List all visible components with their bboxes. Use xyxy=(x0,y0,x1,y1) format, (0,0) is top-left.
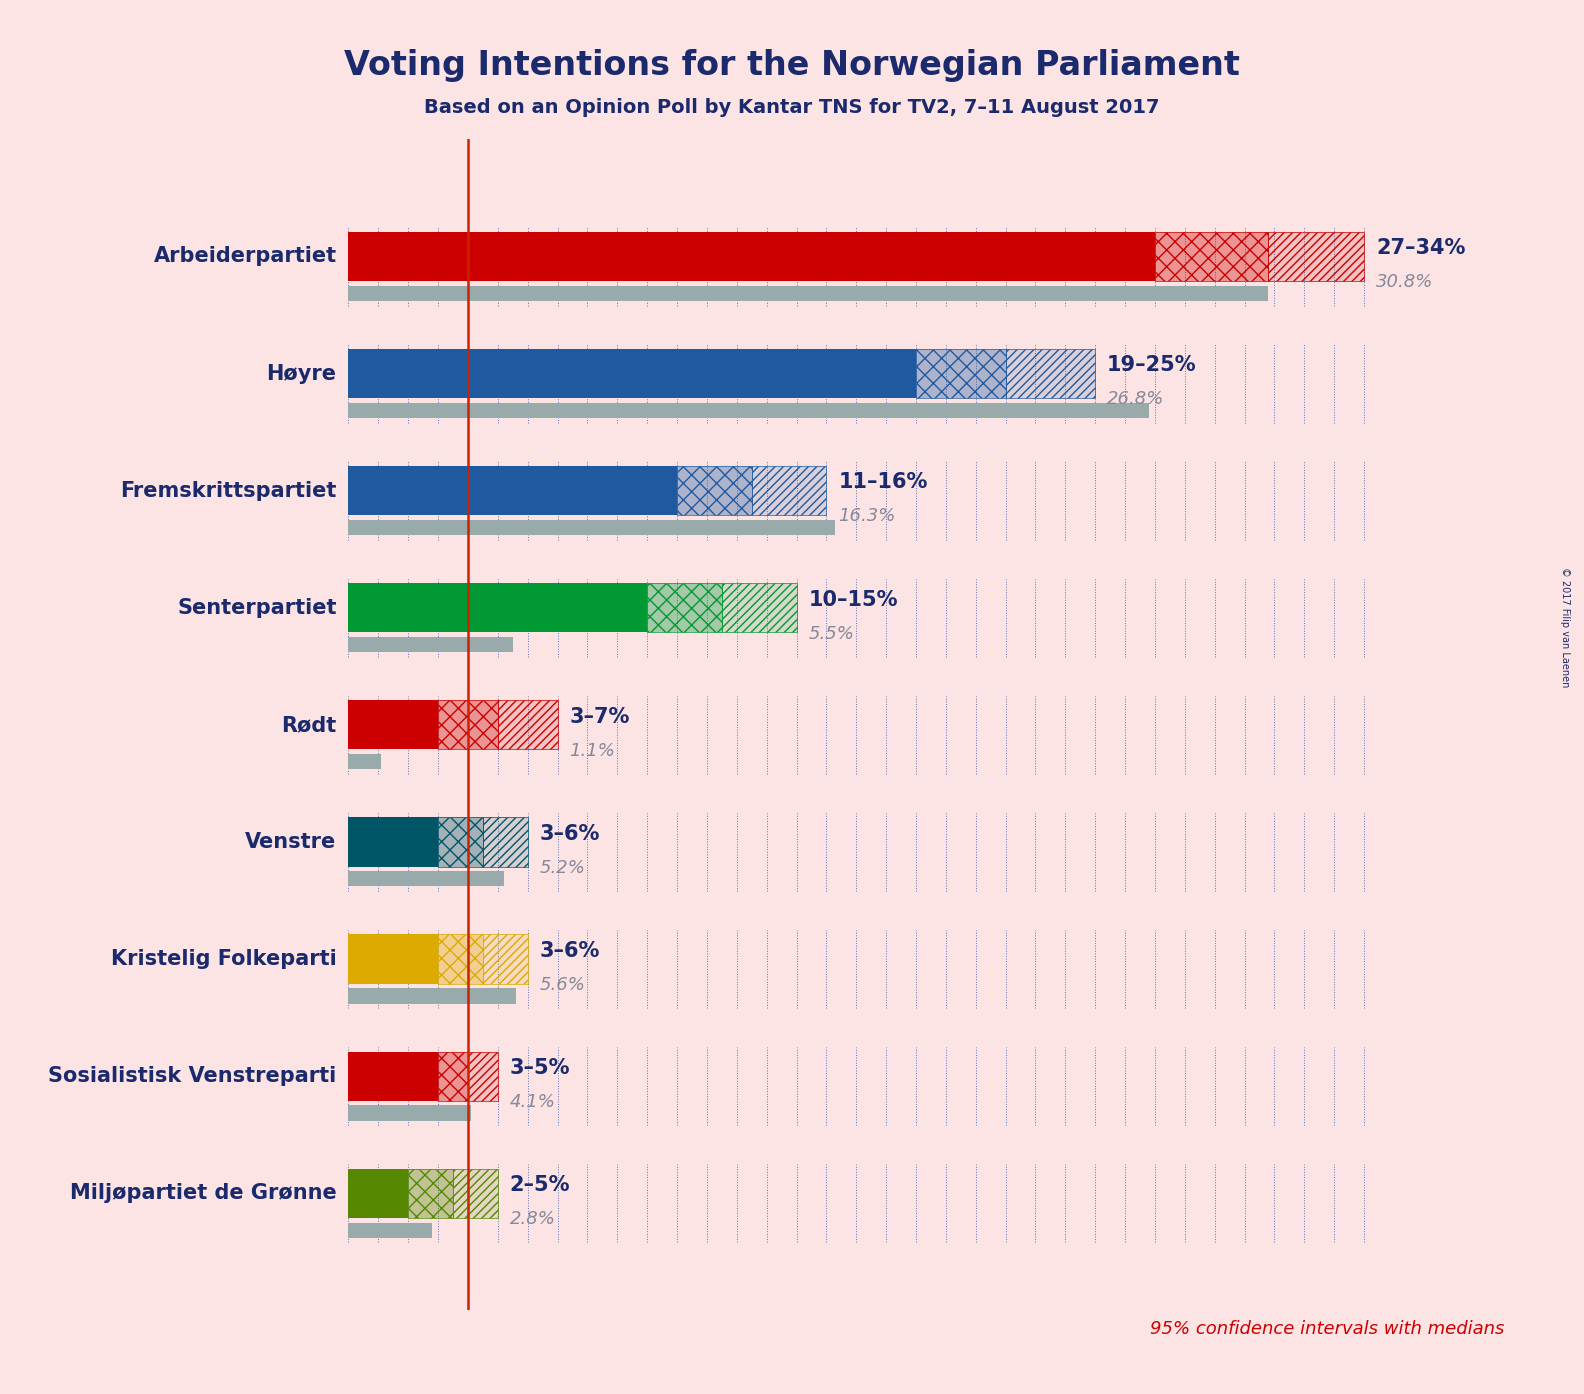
Bar xyxy=(722,583,797,633)
Text: 95% confidence intervals with medians: 95% confidence intervals with medians xyxy=(1150,1320,1505,1338)
Bar xyxy=(648,583,722,633)
Text: 19–25%: 19–25% xyxy=(1107,355,1198,375)
Bar xyxy=(348,988,516,1004)
Text: 5.5%: 5.5% xyxy=(808,625,854,643)
Text: Voting Intentions for the Norwegian Parliament: Voting Intentions for the Norwegian Parl… xyxy=(344,49,1240,82)
Text: 30.8%: 30.8% xyxy=(1376,273,1434,291)
Bar xyxy=(348,817,439,867)
Bar xyxy=(348,583,648,633)
Bar xyxy=(439,817,483,867)
Bar xyxy=(409,1168,453,1218)
Text: Kristelig Folkeparti: Kristelig Folkeparti xyxy=(111,949,336,969)
Bar xyxy=(348,1223,432,1238)
Bar xyxy=(676,466,752,516)
Bar xyxy=(439,1051,467,1101)
Bar xyxy=(676,466,752,516)
Bar xyxy=(483,817,527,867)
Bar xyxy=(348,1105,470,1121)
Text: 3–5%: 3–5% xyxy=(510,1058,570,1078)
Text: Høyre: Høyre xyxy=(266,364,336,383)
Bar xyxy=(497,700,558,750)
Bar xyxy=(648,583,722,633)
Bar xyxy=(752,466,827,516)
Text: 10–15%: 10–15% xyxy=(808,590,898,609)
Text: 27–34%: 27–34% xyxy=(1376,238,1465,258)
Bar xyxy=(348,403,1148,418)
Bar xyxy=(497,700,558,750)
Bar xyxy=(483,934,527,984)
Text: Sosialistisk Venstreparti: Sosialistisk Venstreparti xyxy=(48,1066,336,1086)
Bar xyxy=(409,1168,453,1218)
Text: 4.1%: 4.1% xyxy=(510,1093,556,1111)
Bar xyxy=(348,1051,439,1101)
Bar xyxy=(453,1168,497,1218)
Bar xyxy=(348,637,513,652)
Text: 2.8%: 2.8% xyxy=(510,1210,556,1228)
Bar xyxy=(752,466,827,516)
Bar xyxy=(1155,231,1269,282)
Text: 1.1%: 1.1% xyxy=(570,742,616,760)
Bar xyxy=(439,700,497,750)
Bar xyxy=(467,1051,497,1101)
Bar xyxy=(916,348,1006,399)
Bar xyxy=(348,700,439,750)
Text: Rødt: Rødt xyxy=(282,715,336,735)
Bar xyxy=(348,871,504,887)
Text: 3–6%: 3–6% xyxy=(540,824,600,843)
Bar xyxy=(439,934,483,984)
Bar xyxy=(1269,231,1364,282)
Bar xyxy=(916,348,1006,399)
Text: Miljøpartiet de Grønne: Miljøpartiet de Grønne xyxy=(70,1184,336,1203)
Text: 3–6%: 3–6% xyxy=(540,941,600,960)
Bar xyxy=(483,934,527,984)
Bar xyxy=(439,817,483,867)
Text: Venstre: Venstre xyxy=(246,832,336,852)
Bar xyxy=(348,520,835,535)
Bar xyxy=(483,817,527,867)
Bar xyxy=(348,286,1269,301)
Bar xyxy=(439,934,483,984)
Bar xyxy=(348,754,382,769)
Bar xyxy=(1269,231,1364,282)
Text: 2–5%: 2–5% xyxy=(510,1175,570,1195)
Bar xyxy=(348,1168,409,1218)
Bar xyxy=(453,1168,497,1218)
Bar xyxy=(348,934,439,984)
Text: Based on an Opinion Poll by Kantar TNS for TV2, 7–11 August 2017: Based on an Opinion Poll by Kantar TNS f… xyxy=(425,98,1159,117)
Bar xyxy=(348,348,916,399)
Text: Fremskrittspartiet: Fremskrittspartiet xyxy=(120,481,336,500)
Text: 26.8%: 26.8% xyxy=(1107,390,1164,408)
Bar xyxy=(439,1051,467,1101)
Text: 16.3%: 16.3% xyxy=(838,507,895,526)
Text: © 2017 Filip van Laenen: © 2017 Filip van Laenen xyxy=(1560,567,1570,687)
Bar xyxy=(1006,348,1095,399)
Bar xyxy=(439,700,497,750)
Bar xyxy=(467,1051,497,1101)
Text: 5.2%: 5.2% xyxy=(540,859,586,877)
Text: Senterpartiet: Senterpartiet xyxy=(177,598,336,618)
Text: 11–16%: 11–16% xyxy=(838,473,928,492)
Bar xyxy=(1155,231,1269,282)
Bar xyxy=(348,466,676,516)
Bar xyxy=(348,231,1155,282)
Bar xyxy=(722,583,797,633)
Text: Arbeiderpartiet: Arbeiderpartiet xyxy=(154,247,336,266)
Bar xyxy=(1006,348,1095,399)
Text: 5.6%: 5.6% xyxy=(540,976,586,994)
Text: 3–7%: 3–7% xyxy=(570,707,630,726)
